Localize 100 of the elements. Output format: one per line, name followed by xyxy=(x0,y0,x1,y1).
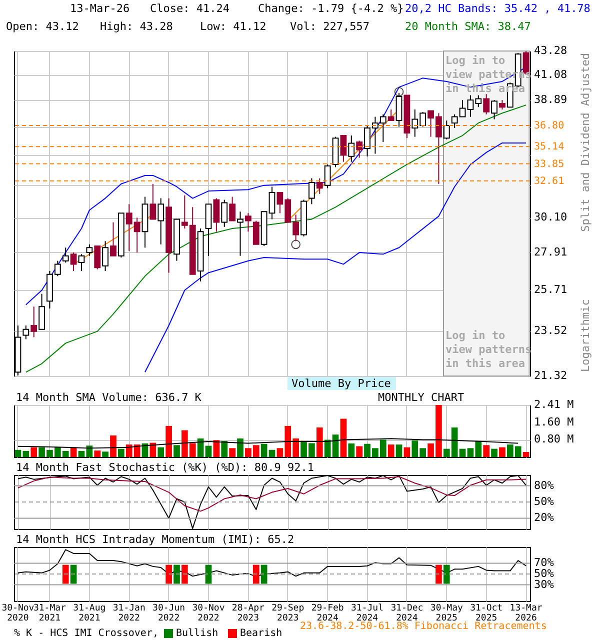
text: Volume By Price xyxy=(291,377,391,390)
x-tick-label: 31-Mar 2021 xyxy=(33,604,67,624)
bar xyxy=(174,445,180,457)
y-tick-label: 1.60 M xyxy=(534,415,574,428)
candlestick xyxy=(491,99,498,120)
bar xyxy=(499,447,506,457)
text: Logarithmic xyxy=(579,299,592,372)
ref-line-label: 36.80 xyxy=(534,120,564,132)
candlestick xyxy=(94,246,101,270)
bar xyxy=(268,450,276,457)
text: Open: 43.12 xyxy=(6,20,79,33)
text: 20 Month SMA: 38.47 xyxy=(405,20,531,33)
ref-line-label: 35.14 xyxy=(534,142,564,153)
bar xyxy=(340,418,347,457)
text: Change: -1.79 {-4.2 %} xyxy=(258,2,404,15)
y-tick-label: 50% xyxy=(534,567,554,580)
bar xyxy=(221,441,228,457)
y-tick-label: 50% xyxy=(534,495,554,508)
bar xyxy=(150,442,156,457)
text: High: 43.28 xyxy=(100,20,173,33)
bar xyxy=(94,450,101,457)
candlestick xyxy=(324,164,331,189)
bar xyxy=(102,452,108,457)
candlestick xyxy=(483,94,490,115)
chart-title: 14 Month SMA Volume: 636.7 K xyxy=(16,391,202,404)
line-series xyxy=(17,476,527,512)
candlestick xyxy=(340,135,347,162)
bar xyxy=(158,447,164,457)
text: Low: 41.12 xyxy=(200,20,266,33)
candlestick xyxy=(244,212,252,232)
bar xyxy=(404,447,410,457)
text: 23.6-38.2-50-61.8% Fibonacci Retracements xyxy=(300,621,547,633)
candlestick xyxy=(70,252,77,272)
bar xyxy=(483,445,490,457)
bar xyxy=(348,443,355,457)
candlestick xyxy=(158,198,164,245)
x-tick-label: 28-Apr 2023 xyxy=(232,604,266,624)
candlestick xyxy=(22,324,30,340)
legend-label: Bearish xyxy=(240,628,282,639)
text: Close: 41.24 xyxy=(150,2,230,15)
bar xyxy=(205,446,212,457)
candlestick xyxy=(78,254,85,272)
y-tick-label: 30.10 xyxy=(534,210,568,224)
candlestick xyxy=(102,240,108,272)
candlestick xyxy=(30,306,38,338)
ref-line-label: 32.61 xyxy=(534,176,564,187)
bar xyxy=(118,448,124,457)
bar xyxy=(388,444,394,457)
bar xyxy=(30,447,38,457)
y-tick-label: 0.80 M xyxy=(534,432,574,446)
candlestick xyxy=(356,140,363,158)
text: 13-Mar-26 xyxy=(70,2,130,15)
y-tick-label: 41.08 xyxy=(534,68,568,81)
candlestick xyxy=(252,220,260,245)
bar xyxy=(332,434,339,457)
bar xyxy=(491,448,498,457)
legend-label: Bullish xyxy=(176,628,218,639)
text: Vol: 227,557 xyxy=(290,20,370,33)
y-tick-label: 20% xyxy=(534,511,554,524)
x-tick-label: 31-Aug 2021 xyxy=(73,604,106,624)
bar xyxy=(213,440,220,457)
bar xyxy=(110,435,116,457)
y-tick-label: 21.32 xyxy=(534,369,568,382)
y-tick-label: 80% xyxy=(534,478,554,492)
candlestick xyxy=(316,178,323,194)
y-tick-label: 43.28 xyxy=(534,44,568,57)
candlestick xyxy=(110,222,116,256)
bar xyxy=(166,426,172,457)
bar xyxy=(237,438,244,457)
bar xyxy=(522,452,530,457)
y-tick-label: 23.52 xyxy=(534,324,568,337)
candlestick xyxy=(229,196,236,222)
text: MONTHLY CHART xyxy=(378,391,464,404)
bar xyxy=(229,448,236,457)
y-tick-label: 27.91 xyxy=(534,245,568,258)
text: 20,2 HC Bands: 35.42 , 41.78 xyxy=(405,2,590,15)
y-tick-label: 38.89 xyxy=(534,93,568,106)
legend-title: % K - HCS IMI Crossover, xyxy=(14,628,158,639)
x-tick-label: 30-May 2025 xyxy=(430,604,464,624)
candlestick xyxy=(348,135,355,162)
candlestick xyxy=(499,99,506,110)
candlestick xyxy=(38,293,45,330)
bar xyxy=(396,444,402,457)
bar xyxy=(356,446,362,457)
x-tick-label: 30-Nov 2020 xyxy=(2,604,34,624)
bar xyxy=(260,444,268,457)
chart-title: 14 Month HCS Intraday Momentum (IMI): 65.2 xyxy=(16,533,294,546)
y-tick-label: 25.71 xyxy=(534,283,568,296)
bar xyxy=(316,427,323,457)
candlestick xyxy=(150,183,156,220)
x-tick-label: 30-Jun 2022 xyxy=(152,604,186,624)
y-tick-label: 70% xyxy=(534,556,554,570)
line-series xyxy=(17,475,527,529)
ref-line-label: 33.85 xyxy=(534,158,564,170)
candlestick xyxy=(213,198,220,232)
candlestick xyxy=(62,247,69,264)
candlestick xyxy=(237,211,244,256)
y-tick-label: 30% xyxy=(534,578,554,591)
chart-title: 14 Month Fast Stochastic (%K) (%D): 80.9 92.1 xyxy=(16,461,314,474)
candlestick xyxy=(221,199,228,228)
